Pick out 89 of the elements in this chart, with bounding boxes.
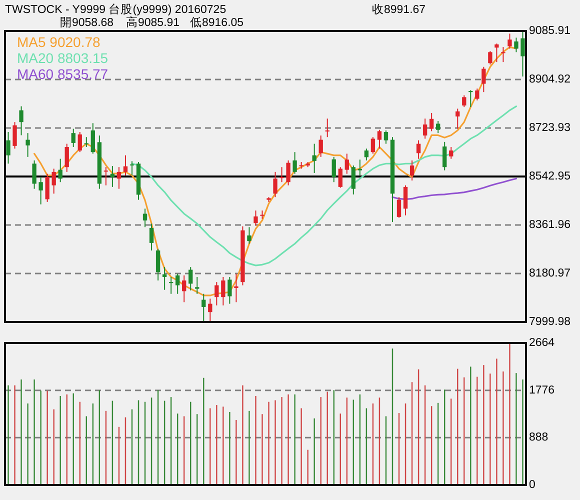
candlestick [514,37,518,53]
candlestick [370,136,376,154]
candlestick [280,166,284,183]
candlestick [38,176,43,205]
candlestick [6,132,10,164]
text: 開9058.68 [60,16,114,29]
candlestick [494,43,499,63]
candlestick [195,276,200,294]
candlestick [214,282,219,306]
candlestick [188,266,193,291]
candlestick [377,129,382,150]
y-tick-label: 9085.91 [529,25,571,37]
y-tick-label: 8180.97 [529,268,571,280]
candlestick [403,184,408,216]
candlestick [520,30,525,78]
y-tick-label: 1776 [529,384,555,396]
y-tick-label: 8542.95 [529,170,571,182]
candlestick [332,156,336,183]
candlestick [260,210,264,220]
candlestick [442,141,447,171]
candlestick [45,173,50,202]
candlestick [104,166,108,186]
y-tick-label: 7999.98 [529,316,571,328]
candlestick [52,168,56,194]
line-series [131,105,518,266]
candlestick [149,223,154,251]
candlestick [64,143,69,172]
candlestick [247,226,252,244]
candlestick [58,158,62,183]
candlestick [292,152,297,174]
candlestick [116,166,122,190]
candlestick [312,143,316,174]
text: MA60 8535.77 [17,66,108,82]
candlestick [182,274,186,303]
text: 高9085.91 [126,15,180,29]
candlestick [26,132,30,158]
candlestick [142,208,148,228]
candlestick [273,171,278,198]
candlestick [344,153,349,174]
candlestick [462,94,466,108]
candlestick [156,248,160,281]
candlestick [175,273,180,294]
y-tick-label: 2664 [529,337,556,349]
candlestick [501,46,506,63]
candlestick [19,106,24,136]
candlestick [78,132,82,153]
candlestick [168,276,174,294]
candlestick [208,298,212,322]
y-tick-label: 8361.96 [529,219,571,231]
y-tick-label: 888 [529,432,548,444]
candlestick [488,50,492,65]
candlestick [351,165,356,195]
candlestick [475,88,480,101]
text: 低8916.05 [190,16,244,29]
candlestick [318,134,323,158]
candlestick [12,122,17,150]
text: 收8991.67 [372,3,426,16]
y-tick-label: 0 [529,479,536,491]
candlestick [396,196,402,218]
candlestick [449,146,454,160]
chart-title: TWSTOCK - Y9999 台股(y9999) 20160725 [5,3,226,16]
candlestick [84,136,88,148]
candlestick [429,112,434,132]
candlestick [202,293,206,322]
candlestick [286,160,290,186]
candlestick [416,140,421,160]
candlestick [90,122,96,154]
candlestick [384,130,388,144]
candlestick [422,118,428,140]
y-tick-label: 8904.92 [529,74,571,86]
candlestick [482,66,486,93]
candlestick [71,128,76,148]
candlestick [358,159,362,176]
candlestick [123,154,128,176]
candlestick [254,210,258,226]
candlestick [32,160,36,190]
candlestick [234,273,238,303]
y-tick-label: 8723.93 [529,122,571,134]
text: MA5 9020.78 [17,34,100,50]
candlestick [130,160,134,176]
candlestick [338,166,342,188]
text: MA20 8803.15 [17,50,108,66]
candlestick [456,108,460,130]
candlestick [228,276,232,304]
candlestick [410,160,414,182]
candlestick [508,33,512,50]
candlestick [364,148,369,161]
candlestick [221,276,226,306]
candlestick [436,120,440,134]
